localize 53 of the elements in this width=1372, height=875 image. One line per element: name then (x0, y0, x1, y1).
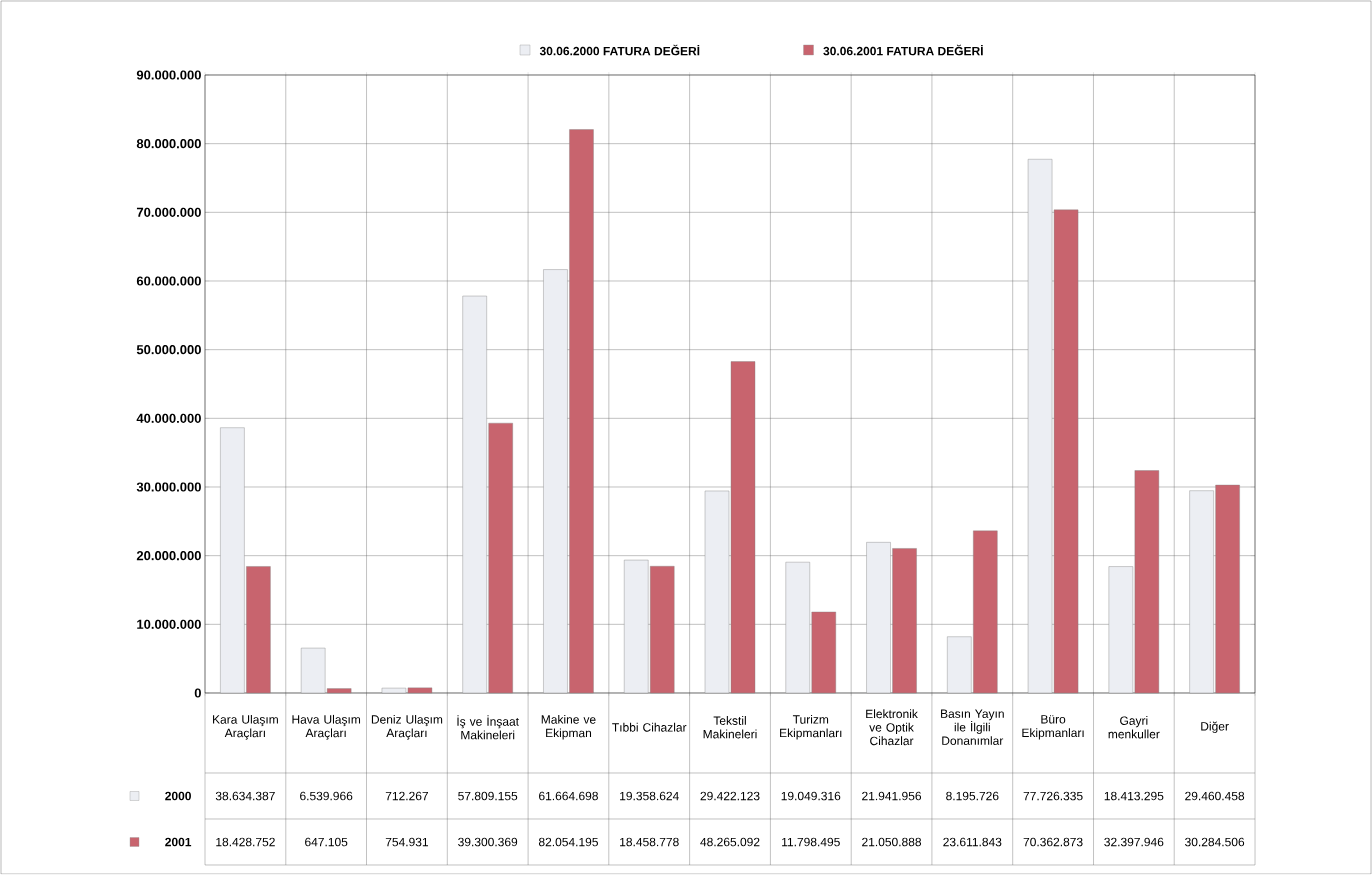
data-label: 647.105 (305, 837, 348, 847)
data-label: 39.300.369 (458, 837, 518, 847)
data-label: 23.611.843 (943, 837, 1002, 847)
data-label: 11.798.495 (782, 837, 840, 847)
data-label: 38.634.387 (215, 791, 275, 801)
x-tick-label: Kara Ulaşım Araçları (213, 714, 278, 740)
x-tick-label: Hava Ulaşım Araçları (292, 714, 361, 740)
x-tick-label: Gayri menkuller (1108, 716, 1160, 739)
data-label: 18.428.752 (216, 837, 275, 847)
data-label: 8.195.726 (946, 791, 999, 801)
data-label: 70.362.873 (1023, 837, 1083, 847)
x-tick-label: İş ve İnşaat Makineleri (457, 715, 519, 740)
y-tick-label: 40.000.000 (136, 413, 201, 423)
x-tick-label: Turizm Ekipmanları (780, 714, 842, 740)
y-tick-label: 10.000.000 (137, 619, 201, 629)
legend-label: 30.06.2000 FATURA DEĞERİ (539, 44, 700, 56)
legend-label: 30.06.2001 FATURA DEĞERİ (823, 44, 983, 56)
data-label: 29.460.458 (1185, 791, 1245, 801)
data-label: 18.458.778 (620, 837, 679, 847)
y-tick-label: 50.000.000 (136, 345, 201, 355)
data-label: 18.413.295 (1104, 791, 1164, 801)
data-label: 19.049.316 (781, 791, 841, 801)
data-label: 29.422.123 (700, 791, 760, 801)
text: 2000 (165, 791, 191, 801)
x-tick-label: Diğer (1201, 721, 1229, 733)
y-tick-label: 30.000.000 (136, 482, 201, 492)
data-label: 21.941.956 (862, 791, 922, 801)
y-tick-label: 0 (194, 688, 201, 698)
data-label: 754.931 (385, 837, 429, 847)
x-tick-label: Deniz Ulaşım Araçları (371, 714, 443, 740)
data-label: 21.050.888 (862, 837, 922, 847)
x-tick-label: Makine ve Ekipman (541, 714, 596, 740)
data-label: 48.265.092 (700, 837, 760, 847)
y-tick-label: 90.000.000 (136, 70, 201, 80)
x-tick-label: Tıbbi Cihazlar (612, 722, 687, 732)
data-label: 82.054.195 (538, 837, 598, 847)
data-label: 712.267 (385, 791, 428, 801)
text: 2001 (165, 837, 192, 847)
data-label: 32.397.946 (1104, 837, 1164, 847)
data-label: 19.358.624 (620, 791, 679, 801)
x-tick-label: Büro Ekipmanları (1022, 715, 1084, 740)
y-tick-label: 70.000.000 (136, 207, 201, 217)
y-tick-label: 20.000.000 (136, 551, 201, 561)
data-label: 77.726.335 (1023, 791, 1083, 801)
data-label: 6.539.966 (300, 791, 353, 801)
x-tick-label: Basın Yayın ile İlgili Donanımlar (941, 709, 1004, 745)
data-label: 61.664.698 (539, 791, 598, 801)
data-label: 57.809.155 (458, 791, 518, 801)
data-label: 30.284.506 (1185, 837, 1245, 847)
x-tick-label: Tekstil Makineleri (703, 716, 757, 739)
y-tick-label: 80.000.000 (136, 139, 201, 149)
x-tick-label: Elektronik ve Optik Cihazlar (866, 709, 918, 746)
y-tick-label: 60.000.000 (136, 276, 201, 286)
